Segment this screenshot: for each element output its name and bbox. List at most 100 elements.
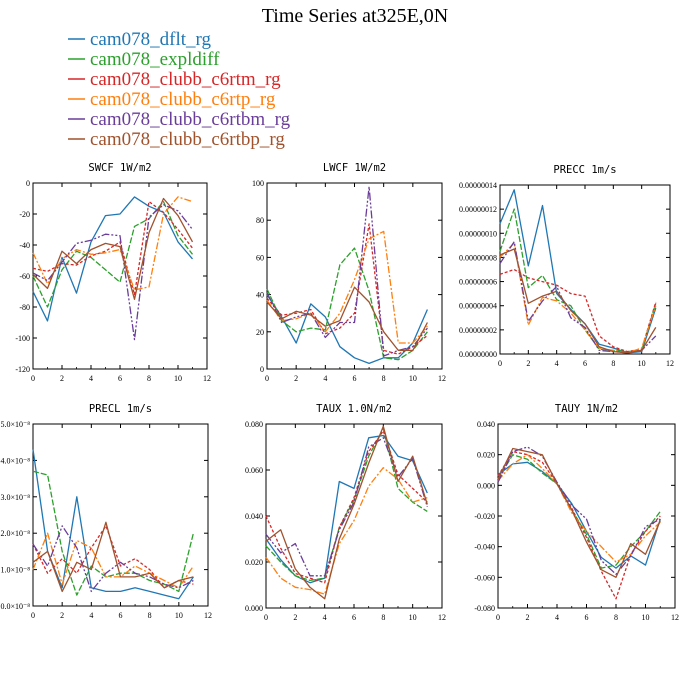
x-tick-label: 8 — [614, 613, 618, 622]
series-line — [499, 189, 657, 354]
x-tick-label: 0 — [31, 374, 35, 383]
x-tick-label: 12 — [438, 613, 446, 622]
series-line — [497, 461, 661, 569]
x-tick-label: 4 — [323, 613, 327, 622]
x-tick-label: 2 — [294, 374, 298, 383]
y-tick-label: 0.00000000 — [459, 350, 497, 359]
series-line — [265, 425, 428, 600]
y-tick-label: 0 — [26, 179, 30, 188]
y-tick-label: 20 — [256, 328, 264, 337]
series-line — [266, 247, 428, 361]
panel: SWCF 1W/m2 0 2 4 6 8 10 12 -120 -100 -80 -60 -40 -20 0 — [15, 162, 211, 383]
series-line — [32, 196, 193, 322]
x-tick-label: 4 — [555, 613, 559, 622]
y-tick-label: 0.000 — [477, 481, 495, 490]
series-line — [497, 454, 661, 569]
series-line — [266, 286, 428, 352]
x-tick-label: 6 — [585, 613, 589, 622]
series-line — [32, 449, 194, 600]
y-tick-label: -0.020 — [474, 512, 495, 521]
x-tick-label: 8 — [147, 374, 151, 383]
y-tick-label: -0.060 — [474, 573, 495, 582]
legend-label: cam078_clubb_c6rtbm_rg — [90, 109, 291, 130]
x-tick-label: 0 — [496, 613, 500, 622]
y-tick-label: 2.0×10⁻⁸ — [0, 529, 30, 538]
y-tick-label: 0.040 — [245, 512, 263, 521]
series-line — [499, 241, 657, 354]
y-tick-label: 0.020 — [245, 558, 263, 567]
x-tick-label: 2 — [60, 611, 64, 620]
x-tick-label: 10 — [638, 359, 646, 368]
legend-item: cam078_clubb_c6rtbp_rg — [68, 129, 285, 150]
x-tick-label: 4 — [555, 359, 559, 368]
x-tick-label: 10 — [175, 611, 183, 620]
x-tick-label: 12 — [666, 359, 674, 368]
y-tick-label: 1.0×10⁻⁸ — [0, 566, 30, 575]
y-tick-label: 0.00000010 — [459, 229, 497, 238]
x-tick-label: 10 — [174, 374, 182, 383]
series-line — [32, 532, 194, 589]
x-tick-label: 8 — [148, 611, 152, 620]
series-line — [265, 427, 428, 582]
panel: PRECL 1m/s 0 2 4 6 8 10 12 0.0×10⁻⁸ 1.0×10⁻⁸ 2.0×1… — [0, 403, 212, 620]
series-line — [265, 430, 428, 584]
series-line — [266, 223, 428, 355]
series-line — [32, 521, 194, 593]
y-tick-label: -80 — [19, 303, 30, 312]
x-tick-label: 0 — [31, 611, 35, 620]
y-tick-label: 3.0×10⁻⁸ — [0, 493, 30, 502]
y-tick-label: 0.00000012 — [459, 205, 497, 214]
y-tick-label: -20 — [19, 210, 30, 219]
x-tick-label: 6 — [352, 613, 356, 622]
panel-title: TAUY 1N/m2 — [555, 403, 618, 415]
y-tick-label: 0.00000008 — [459, 253, 497, 262]
legend-item: cam078_expldiff — [68, 49, 220, 70]
y-tick-label: 0.060 — [245, 466, 263, 475]
x-tick-label: 10 — [409, 613, 417, 622]
series-line — [266, 294, 428, 365]
y-tick-label: 100 — [252, 179, 264, 188]
series-line — [497, 447, 661, 578]
legend-label: cam078_dflt_rg — [90, 29, 212, 50]
series-line — [265, 467, 428, 595]
series-line — [265, 437, 428, 577]
y-tick-label: 0 — [260, 365, 264, 374]
figure-title: Time Series at325E,0N — [262, 5, 448, 27]
x-tick-label: 4 — [89, 374, 93, 383]
series-line — [32, 200, 194, 296]
y-tick-label: 0.080 — [245, 420, 263, 429]
series-line — [266, 230, 428, 344]
series-line — [32, 200, 194, 308]
panel: PRECC 1m/s 0 2 4 6 8 10 12 0.00000000 0.00000002 0… — [459, 164, 674, 368]
x-tick-label: 8 — [381, 613, 385, 622]
series-line — [499, 242, 657, 354]
series-line — [32, 204, 194, 341]
panel-title: LWCF 1W/m2 — [323, 162, 386, 174]
x-tick-label: 12 — [671, 613, 679, 622]
series-line — [499, 208, 657, 353]
series-line — [266, 186, 428, 357]
y-tick-label: -100 — [15, 334, 30, 343]
y-tick-label: 0.0×10⁻⁸ — [0, 602, 30, 611]
y-tick-label: -60 — [19, 272, 30, 281]
legend-label: cam078_clubb_c6rtp_rg — [90, 89, 276, 110]
y-tick-label: 4.0×10⁻⁸ — [0, 456, 30, 465]
x-tick-label: 2 — [526, 613, 530, 622]
x-tick-label: 4 — [89, 611, 93, 620]
panel-title: PRECC 1m/s — [553, 164, 616, 176]
legend-item: cam078_clubb_c6rtp_rg — [68, 89, 276, 110]
y-tick-label: -120 — [15, 365, 30, 374]
y-tick-label: 0.040 — [477, 420, 495, 429]
x-tick-label: 2 — [60, 374, 64, 383]
panels: SWCF 1W/m2 0 2 4 6 8 10 12 -120 -100 -80 -60 -40 -20 0… — [0, 162, 679, 622]
panel-title: SWCF 1W/m2 — [88, 162, 151, 174]
y-tick-label: 60 — [256, 253, 264, 262]
y-tick-label: 0.00000006 — [459, 278, 497, 287]
x-tick-label: 12 — [203, 374, 211, 383]
legend-item: cam078_clubb_c6rtm_rg — [68, 69, 281, 90]
x-tick-label: 2 — [293, 613, 297, 622]
legend: cam078_dflt_rgcam078_expldiffcam078_club… — [68, 29, 291, 150]
x-tick-label: 0 — [265, 374, 269, 383]
legend-label: cam078_clubb_c6rtbp_rg — [90, 129, 285, 150]
